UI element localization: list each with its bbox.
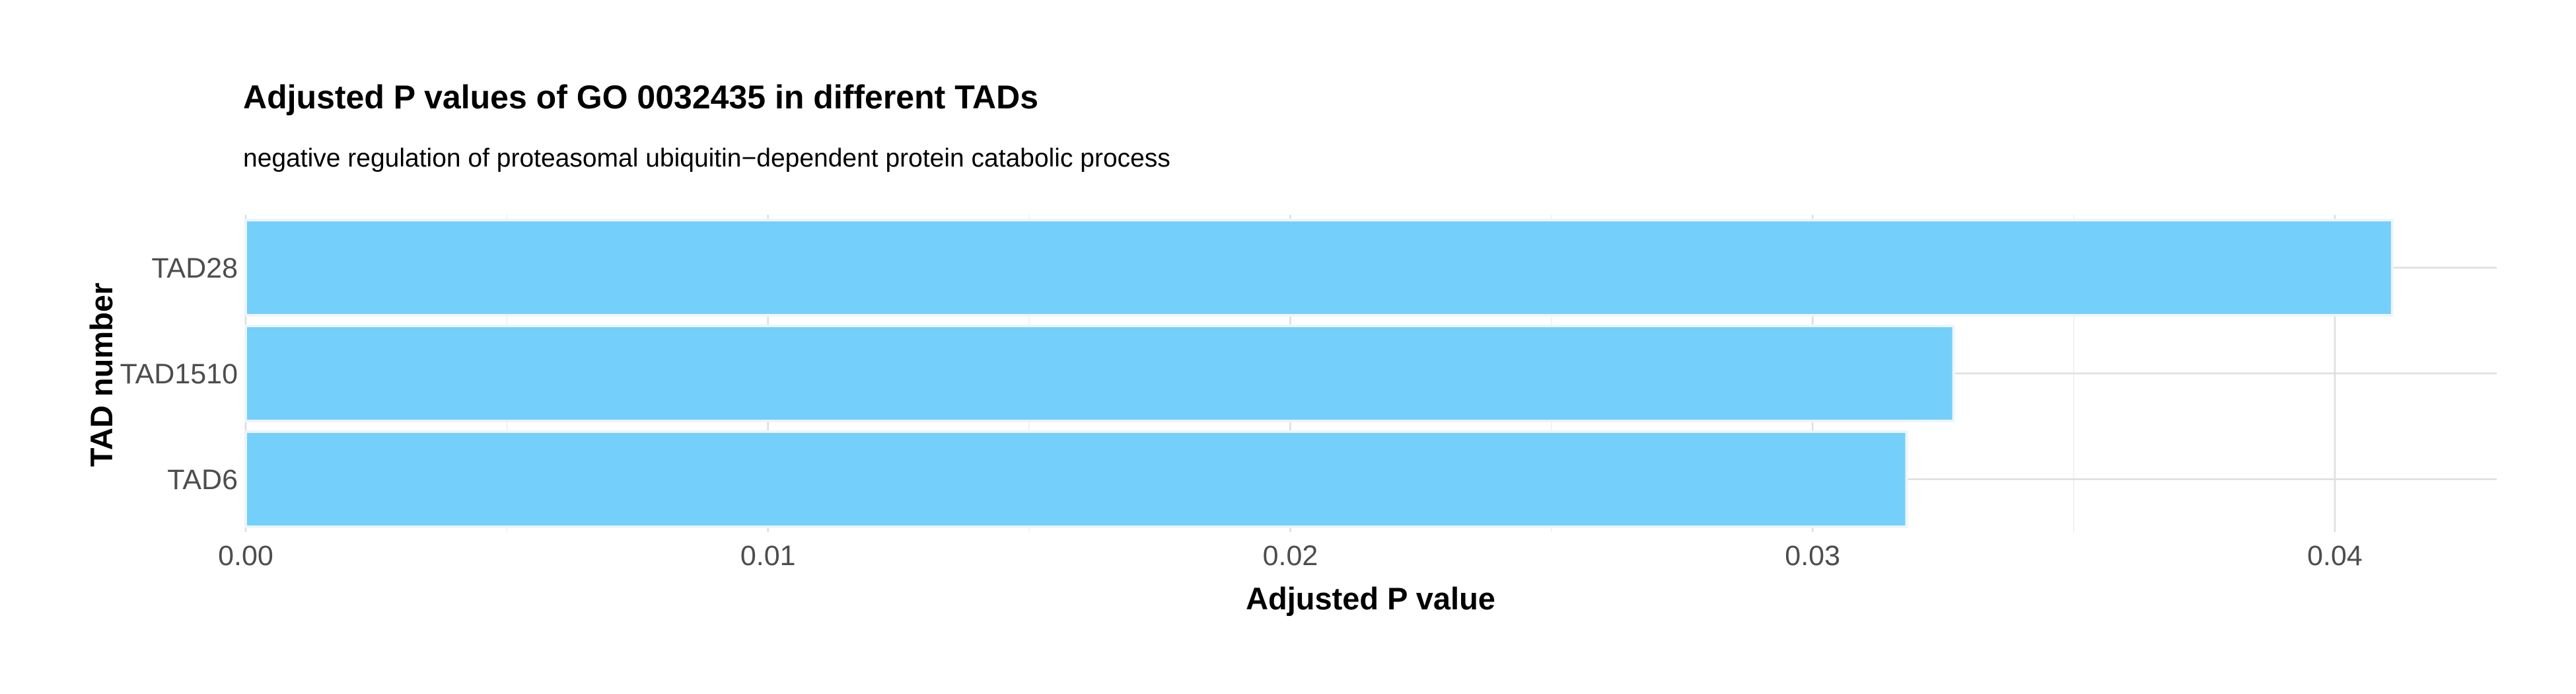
y-tick-label: TAD1510 [120,358,238,390]
bar-tad6 [244,430,1908,528]
chart-subtitle: negative regulation of proteasomal ubiqu… [243,144,1170,173]
bar-tad28 [244,219,2394,317]
bars [244,219,2394,528]
y-tick-label: TAD28 [151,252,238,284]
x-axis-tick-labels: 0.00 0.01 0.02 0.03 0.04 [218,540,2363,572]
x-tick-label: 0.01 [740,540,796,572]
x-tick-label: 0.04 [2307,540,2363,572]
y-axis-title: TAD number [84,283,119,467]
x-tick-label: 0.02 [1263,540,1318,572]
chart-title: Adjusted P values of GO 0032435 in diffe… [243,79,1038,116]
y-tick-label: TAD6 [167,464,238,496]
x-tick-label: 0.03 [1785,540,1840,572]
bar-tad1510 [244,325,1955,422]
x-tick-label: 0.00 [218,540,273,572]
y-axis-tick-labels: TAD28 TAD1510 TAD6 [120,252,238,496]
x-axis-title: Adjusted P value [1246,581,1495,616]
